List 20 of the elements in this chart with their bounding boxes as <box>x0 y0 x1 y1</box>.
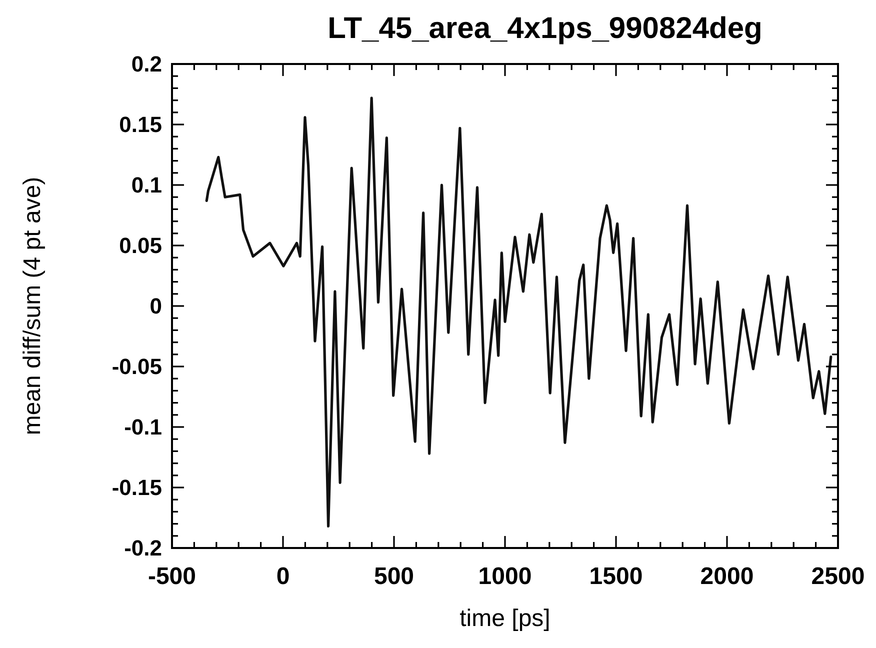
x-tick-label: 2500 <box>811 563 865 590</box>
y-tick-label: 0.05 <box>119 233 162 258</box>
x-tick-label: 500 <box>374 563 414 590</box>
y-tick-label: -0.05 <box>112 354 162 380</box>
y-tick-label: 0.15 <box>119 112 162 138</box>
x-tick-label: 0 <box>276 563 290 590</box>
x-tick-label: -500 <box>148 563 196 590</box>
x-tick-label: 1000 <box>478 563 532 590</box>
chart-title: LT_45_area_4x1ps_990824deg <box>328 12 762 45</box>
y-tick-label: -0.15 <box>112 475 162 500</box>
y-axis-title: mean diff/sum (4 pt ave) <box>19 176 46 436</box>
y-tick-label: -0.1 <box>124 414 162 440</box>
y-tick-label: 0 <box>150 294 162 319</box>
x-tick-label: 1500 <box>589 563 643 590</box>
x-tick-label: 2000 <box>700 563 754 590</box>
y-tick-label: 0.2 <box>131 52 162 77</box>
y-tick-label: 0.1 <box>131 172 162 198</box>
y-tick-label: -0.2 <box>124 536 162 561</box>
line-series <box>205 96 832 528</box>
x-axis-title: time [ps] <box>460 605 550 632</box>
